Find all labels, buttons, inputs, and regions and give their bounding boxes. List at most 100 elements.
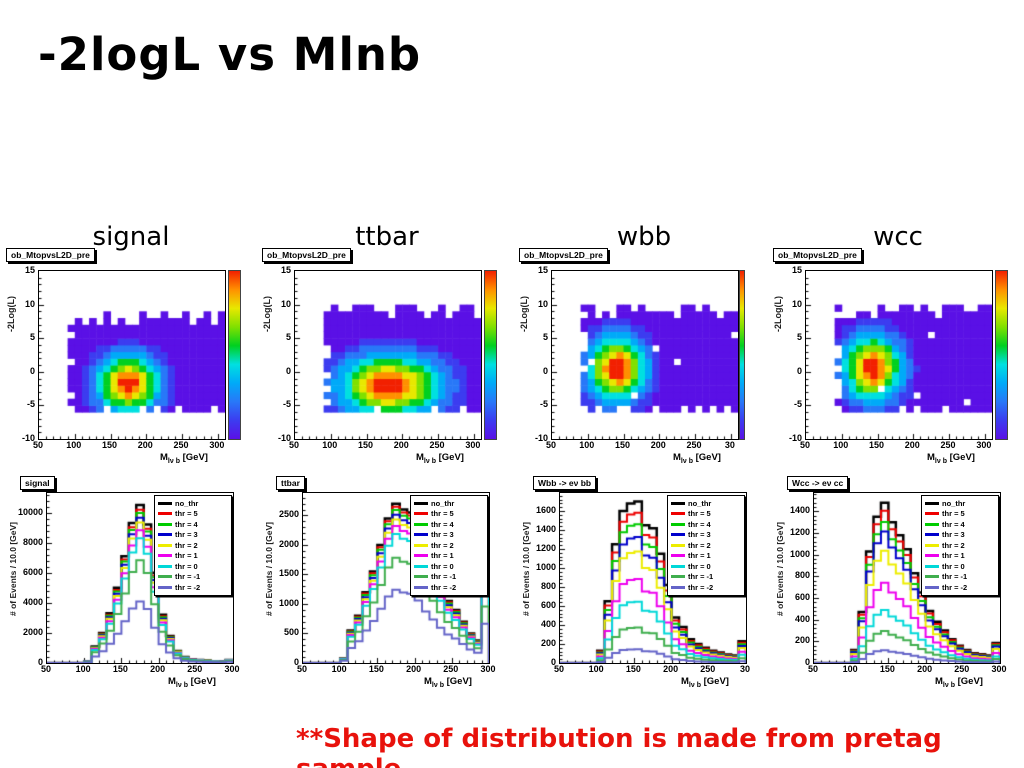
legend-label: thr = 1	[431, 551, 454, 561]
legend-entry: thr = 5	[158, 509, 228, 520]
legend-swatch	[925, 543, 939, 547]
colorbar	[995, 270, 1008, 440]
x-tick-label: 250	[443, 664, 459, 674]
x-axis-label: Mlν b [GeV]	[416, 452, 464, 465]
y-tick-label: 2000	[278, 538, 299, 549]
y-tick-label: 2000	[22, 626, 43, 637]
column-label-wbb: wbb	[616, 222, 672, 252]
x-tick-label: 250	[187, 664, 203, 674]
legend-swatch	[158, 522, 172, 526]
hist-title-box: Wcc -> eν cc	[787, 476, 849, 490]
x-tick-label: 250	[686, 440, 702, 450]
plot-frame	[38, 270, 226, 440]
x-tick-label: 250	[173, 440, 189, 450]
x-tick-label: 50	[40, 664, 51, 674]
legend-swatch	[925, 585, 939, 589]
legend-swatch	[158, 585, 172, 589]
legend-label: thr = 4	[942, 519, 965, 529]
x-axis-label-unit: [GeV]	[179, 452, 208, 463]
legend-swatch	[414, 564, 428, 568]
legend-entry: thr = 3	[414, 530, 484, 541]
x-axis-label: Mlν b [GeV]	[935, 676, 983, 689]
histogram-panel-signal: signal # of Events / 10.0 [GeV] 0 2000 4000 6…	[2, 476, 254, 708]
legend-label: thr = -1	[175, 572, 201, 582]
hist-title-box: ob_MtopvsL2D_pre	[773, 248, 862, 262]
legend-entry: no_thr	[671, 498, 741, 509]
x-tick-label: 50	[32, 440, 43, 450]
y-tick-label: 400	[794, 613, 810, 624]
x-axis-label-prefix: M	[168, 676, 176, 687]
legend-entry: thr = 3	[671, 530, 741, 541]
legend-swatch	[925, 501, 939, 505]
x-tick-label: 150	[625, 664, 641, 674]
y-tick-label: 1600	[535, 505, 556, 516]
y-tick-label: 4000	[22, 596, 43, 607]
legend-label: thr = 3	[175, 530, 198, 540]
column-label-signal: signal	[92, 222, 170, 252]
legend-box: no_thr thr = 5 thr = 4 thr = 3 thr = 2 thr = …	[154, 495, 232, 596]
legend-label: thr = 4	[175, 519, 198, 529]
legend-entry: thr = 5	[925, 509, 995, 520]
legend-swatch	[158, 512, 172, 516]
legend-label: thr = 5	[688, 509, 711, 519]
legend-entry: thr = -1	[158, 572, 228, 583]
y-tick-label: -10	[788, 433, 802, 443]
legend-label: thr = 5	[942, 509, 965, 519]
legend-label: thr = 5	[431, 509, 454, 519]
x-tick-label: 150	[102, 440, 118, 450]
y-tick-label: 600	[540, 600, 556, 611]
y-tick-label: 2500	[278, 509, 299, 520]
x-axis-label-unit: [GeV]	[700, 676, 729, 687]
legend-swatch	[925, 575, 939, 579]
legend-entry: thr = 5	[671, 509, 741, 520]
legend-swatch	[671, 543, 685, 547]
x-tick-label: 300	[465, 440, 481, 450]
x-tick-label: 300	[480, 664, 496, 674]
y-tick-label: 5	[285, 332, 291, 343]
legend-label: thr = 1	[688, 551, 711, 561]
legend-swatch	[671, 533, 685, 537]
legend-swatch	[158, 564, 172, 568]
y-tick-label: 0	[285, 365, 291, 376]
legend-label: no_thr	[175, 498, 199, 508]
y-tick-label: -10	[534, 433, 548, 443]
legend-label: thr = -2	[175, 582, 201, 592]
x-tick-label: 100	[842, 664, 858, 674]
heatmap-panel-wbb: ob_MtopvsL2D_pre -2Log(L) 15 10 5 0 -5 -10 50 100…	[515, 246, 767, 478]
heatmap-canvas-signal	[39, 271, 225, 439]
y-tick-label: 5	[796, 332, 802, 343]
x-tick-label: 100	[579, 440, 595, 450]
y-tick-label: 800	[540, 581, 556, 592]
x-tick-label: 150	[112, 664, 128, 674]
x-tick-label: 250	[954, 664, 970, 674]
x-tick-label: 50	[807, 664, 818, 674]
x-tick-label: 100	[588, 664, 604, 674]
y-tick-label: 1500	[278, 568, 299, 579]
x-axis-label: Mlν b [GeV]	[424, 676, 472, 689]
y-tick-label: 0	[796, 365, 802, 376]
legend-entry: thr = 2	[671, 540, 741, 551]
legend-entry: thr = 1	[158, 551, 228, 562]
hist-title-box: ob_MtopvsL2D_pre	[6, 248, 95, 262]
legend-swatch	[671, 575, 685, 579]
legend-swatch	[671, 585, 685, 589]
x-tick-label: 300	[209, 440, 225, 450]
legend-swatch	[671, 512, 685, 516]
y-tick-label: 1200	[789, 527, 810, 538]
legend-swatch	[158, 575, 172, 579]
y-tick-label: 1400	[535, 524, 556, 535]
x-axis-label-prefix: M	[160, 452, 168, 463]
y-tick-label: 1400	[789, 505, 810, 516]
y-tick-label: 1000	[789, 548, 810, 559]
x-axis-label: Mlν b [GeV]	[927, 452, 975, 465]
x-axis-label-sub: lν b	[688, 681, 701, 689]
legend-label: thr = -2	[942, 582, 968, 592]
legend-swatch	[414, 533, 428, 537]
plot-frame	[294, 270, 482, 440]
x-axis-label-sub: lν b	[175, 681, 188, 689]
heatmap-panel-wcc: ob_MtopvsL2D_pre -2Log(L) 15 10 5 0 -5 -10 50 100…	[769, 246, 1021, 478]
y-tick-label: -5	[793, 399, 802, 410]
x-tick-label: 200	[917, 664, 933, 674]
x-axis-label: Mlν b [GeV]	[160, 452, 208, 465]
